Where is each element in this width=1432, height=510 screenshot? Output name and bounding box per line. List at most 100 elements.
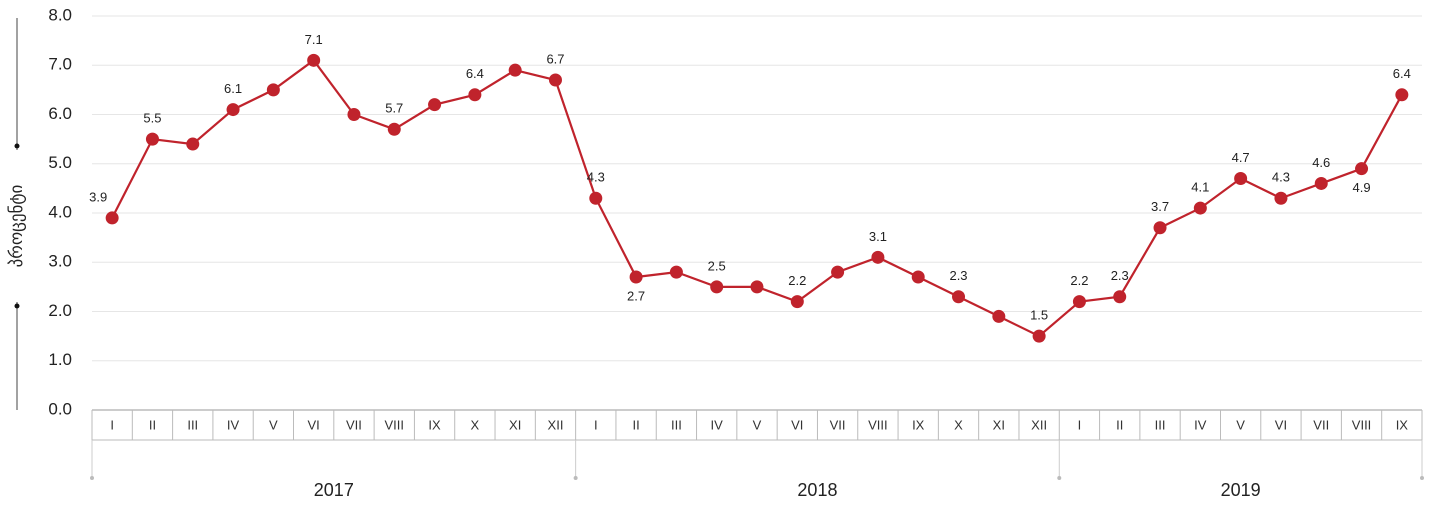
x-tick-label: V bbox=[1236, 417, 1245, 432]
point bbox=[428, 98, 442, 112]
point bbox=[1314, 176, 1328, 190]
x-tick-label: IV bbox=[227, 417, 240, 432]
point bbox=[266, 83, 280, 97]
x-tick-label: I bbox=[1078, 417, 1082, 432]
x-tick-label: XI bbox=[509, 417, 521, 432]
x-tick-label: IX bbox=[428, 417, 441, 432]
y-axis-dot bbox=[14, 143, 20, 149]
group-dot bbox=[1057, 476, 1062, 480]
line bbox=[111, 58, 1403, 338]
x-tick-label: VII bbox=[830, 417, 846, 432]
point bbox=[548, 73, 562, 87]
group-dot bbox=[90, 476, 94, 480]
x-tick-label: VI bbox=[791, 417, 803, 432]
point bbox=[790, 295, 804, 309]
x-tick-label: IX bbox=[1396, 417, 1409, 432]
point bbox=[750, 280, 764, 294]
data-label: 1.5 bbox=[1030, 308, 1048, 323]
data-label: 4.3 bbox=[587, 170, 605, 185]
data-label: 4.7 bbox=[1232, 150, 1250, 165]
point bbox=[1153, 221, 1167, 235]
data-label: 6.7 bbox=[546, 51, 564, 66]
x-tick-label: VI bbox=[1275, 417, 1287, 432]
x-tick-label: X bbox=[471, 417, 480, 432]
x-group-label: 2019 bbox=[1221, 480, 1261, 500]
x-tick-label: III bbox=[187, 417, 198, 432]
y-tick-label: 5.0 bbox=[48, 153, 72, 172]
data-label: 2.3 bbox=[1111, 268, 1129, 283]
point bbox=[145, 132, 159, 146]
point bbox=[952, 290, 966, 304]
data-label: 3.1 bbox=[869, 229, 887, 244]
y-axis-title: პროცენტი bbox=[7, 185, 27, 268]
data-label: 5.5 bbox=[143, 111, 161, 126]
group-dot bbox=[573, 476, 578, 480]
data-label: 4.6 bbox=[1312, 155, 1330, 170]
x-tick-label: VII bbox=[1313, 417, 1329, 432]
x-tick-label: IV bbox=[1194, 417, 1207, 432]
point bbox=[307, 53, 321, 67]
data-label: 3.9 bbox=[89, 189, 107, 204]
x-tick-label: XII bbox=[548, 417, 564, 432]
point bbox=[1193, 201, 1207, 215]
data-label: 6.4 bbox=[1393, 66, 1411, 81]
point bbox=[589, 191, 603, 205]
y-tick-label: 6.0 bbox=[48, 104, 72, 123]
point bbox=[669, 265, 683, 279]
x-tick-label: II bbox=[1116, 417, 1123, 432]
x-group-label: 2018 bbox=[797, 480, 837, 500]
point bbox=[1113, 290, 1127, 304]
point bbox=[186, 137, 200, 151]
x-tick-label: VII bbox=[346, 417, 362, 432]
point bbox=[992, 309, 1006, 323]
point bbox=[1032, 329, 1046, 343]
data-label: 2.3 bbox=[949, 268, 967, 283]
x-tick-label: I bbox=[594, 417, 598, 432]
y-axis-dot bbox=[14, 303, 20, 309]
data-label: 7.1 bbox=[305, 32, 323, 47]
x-tick-label: IV bbox=[711, 417, 724, 432]
x-tick-label: III bbox=[671, 417, 682, 432]
group-dot bbox=[1420, 476, 1424, 480]
point bbox=[629, 270, 643, 284]
y-tick-label: 0.0 bbox=[48, 399, 72, 418]
point bbox=[387, 122, 401, 136]
point bbox=[710, 280, 724, 294]
data-label: 2.5 bbox=[708, 258, 726, 273]
x-tick-label: I bbox=[110, 417, 114, 432]
point bbox=[1274, 191, 1288, 205]
point bbox=[468, 88, 482, 102]
y-tick-label: 2.0 bbox=[48, 301, 72, 320]
data-label: 6.1 bbox=[224, 81, 242, 96]
y-tick-label: 7.0 bbox=[48, 55, 72, 74]
data-label: 2.7 bbox=[627, 288, 645, 303]
x-tick-label: VIII bbox=[385, 417, 405, 432]
point bbox=[508, 63, 522, 77]
y-label-bg bbox=[5, 150, 29, 302]
point bbox=[1355, 162, 1369, 176]
y-tick-label: 3.0 bbox=[48, 252, 72, 271]
x-tick-label: IX bbox=[912, 417, 925, 432]
point bbox=[831, 265, 845, 279]
point bbox=[347, 108, 361, 121]
x-tick-label: X bbox=[954, 417, 963, 432]
point bbox=[1234, 172, 1248, 186]
data-label: 4.3 bbox=[1272, 170, 1290, 185]
data-label: 2.2 bbox=[788, 273, 806, 288]
point bbox=[1395, 88, 1409, 102]
x-tick-label: VIII bbox=[868, 417, 888, 432]
data-label: 2.2 bbox=[1070, 273, 1088, 288]
x-tick-label: VIII bbox=[1352, 417, 1372, 432]
x-group-label: 2017 bbox=[314, 480, 354, 500]
x-tick-label: XII bbox=[1031, 417, 1047, 432]
data-label: 6.4 bbox=[466, 66, 484, 81]
data-label: 5.7 bbox=[385, 101, 403, 116]
y-tick-label: 4.0 bbox=[48, 202, 72, 221]
data-label: 4.9 bbox=[1353, 180, 1371, 195]
x-tick-label: VI bbox=[308, 417, 320, 432]
x-tick-label: V bbox=[753, 417, 762, 432]
x-tick-label: V bbox=[269, 417, 278, 432]
point bbox=[911, 270, 925, 284]
point bbox=[226, 103, 240, 117]
